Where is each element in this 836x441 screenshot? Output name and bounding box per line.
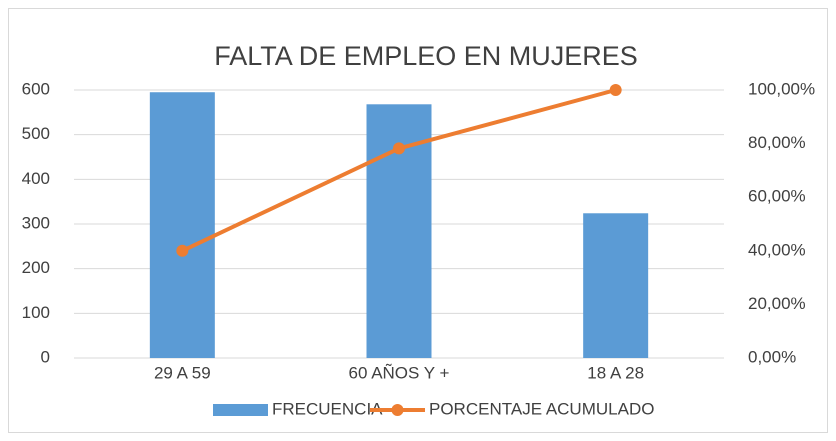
line-marker [609,84,622,96]
y-tick-label: 0 [41,347,50,366]
x-tick-label: 18 A 28 [587,363,644,382]
x-tick-label: 60 AÑOS Y + [349,363,450,382]
bar [583,213,649,358]
y2-tick-label: 80,00% [748,133,806,152]
y-tick-label: 400 [22,169,50,188]
y2-tick-label: 20,00% [748,294,806,313]
line-marker [393,142,405,155]
y2-tick-label: 60,00% [748,187,806,206]
line-marker [176,244,189,257]
y-tick-label: 600 [22,79,50,98]
y-tick-label: 200 [22,258,50,277]
legend-marker [391,404,404,416]
y-tick-label: 500 [22,124,50,143]
y-tick-label: 300 [22,213,50,232]
y2-tick-label: 100,00% [748,79,815,98]
y-tick-label: 100 [22,303,50,322]
x-tick-label: 29 A 59 [154,363,211,382]
y2-tick-label: 0,00% [748,347,796,366]
bar [149,92,215,358]
legend-swatch [213,404,268,416]
y2-tick-label: 40,00% [748,240,806,259]
chart-title: FALTA DE EMPLEO EN MUJERES [214,41,638,71]
legend-label: FRECUENCIA [272,399,383,418]
legend-label: PORCENTAJE ACUMULADO [429,399,654,418]
